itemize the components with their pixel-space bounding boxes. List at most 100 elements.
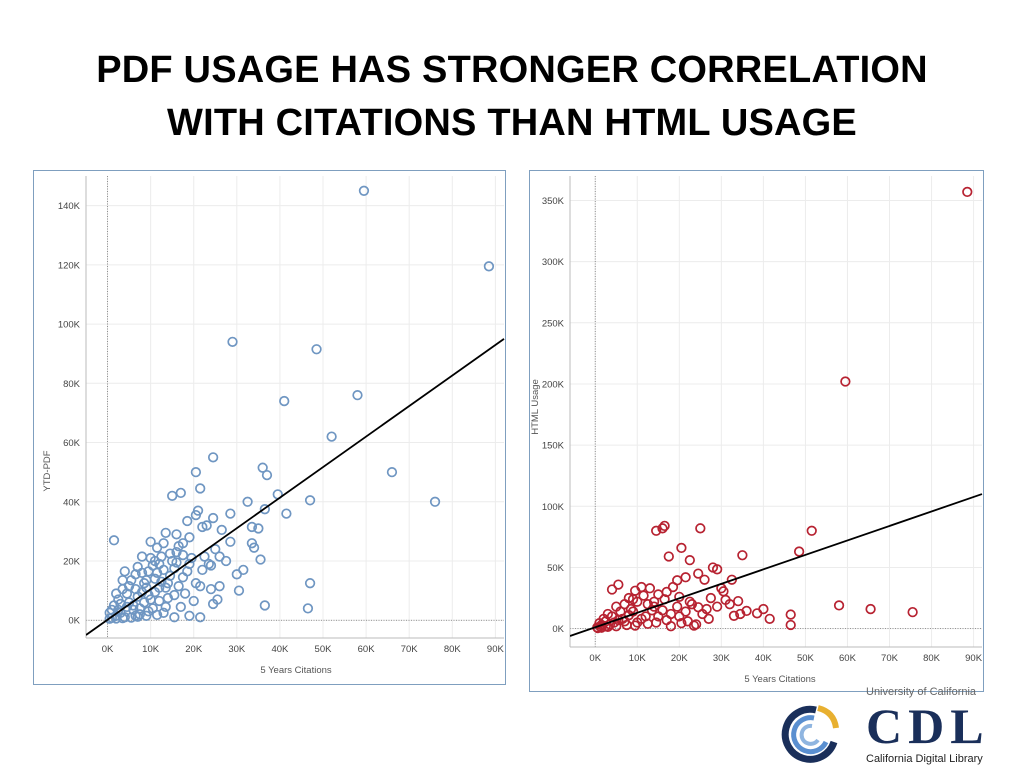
scatter-point <box>134 603 146 614</box>
x-tick-label: 70K <box>401 644 419 655</box>
scatter-point <box>386 467 398 478</box>
scatter-point <box>261 469 273 481</box>
scatter-point <box>162 578 174 589</box>
scatter-point <box>175 487 186 499</box>
scatter-point <box>231 569 242 580</box>
scatter-point <box>257 462 268 473</box>
scatter-point <box>255 554 266 565</box>
scatter-point <box>735 608 746 620</box>
logo-university-text: University of California <box>866 686 977 698</box>
pdf-scatter-chart: 0K 10K 20K 30K 40K 50K 60K 70K 80K 90K 0K 20K 40K 60K… <box>42 176 505 676</box>
scatter-point <box>104 607 115 618</box>
y-tick-label: 80K <box>63 379 81 390</box>
y-tick-label: 40K <box>63 497 81 508</box>
scatter-point <box>171 557 182 568</box>
scatter-point <box>210 544 221 555</box>
x-tick-label: 90K <box>487 644 505 655</box>
scatter-point <box>253 523 264 534</box>
trend-line <box>86 338 505 636</box>
scatter-point <box>160 601 171 613</box>
scatter-point <box>227 336 238 347</box>
scatter-point <box>657 523 668 534</box>
scatter-point <box>195 612 206 623</box>
scatter-point <box>205 560 217 571</box>
scatter-point <box>177 538 189 549</box>
scatter-point <box>693 568 704 579</box>
scatter-point <box>205 583 217 595</box>
html-scatter-chart: 0K 10K 20K 30K 40K 50K 60K 70K 80K 90K 0K 50K 100K 15… <box>530 176 983 685</box>
scatter-point <box>680 572 691 583</box>
scatter-point <box>705 592 716 604</box>
scatter-point <box>302 603 314 614</box>
y-axis-title: YTD-PDF <box>42 450 53 491</box>
slide-title-line2: WITH CITATIONS THAN HTML USAGE <box>167 102 857 144</box>
scatter-point <box>676 617 687 629</box>
scatter-point <box>117 575 128 586</box>
scatter-point <box>175 601 186 613</box>
scatter-point <box>143 566 154 577</box>
scatter-point <box>126 612 137 623</box>
x-axis-title: 5 Years Citations <box>260 665 332 676</box>
scatter-point <box>358 185 370 196</box>
x-tick-label: 40K <box>755 653 773 664</box>
scatter-point <box>195 483 206 494</box>
scatter-point <box>259 600 270 611</box>
scatter-point <box>962 186 973 198</box>
scatter-point <box>663 551 674 562</box>
scatter-point <box>304 495 316 506</box>
scatter-point <box>197 564 208 576</box>
scatter-point <box>665 621 677 632</box>
scatter-point <box>158 607 169 618</box>
scatter-point <box>785 609 796 620</box>
scatter-point <box>665 608 677 620</box>
slide-title-line1: PDF USAGE HAS STRONGER CORRELATION <box>96 49 928 91</box>
scatter-point <box>207 512 219 524</box>
scatter-point <box>726 574 738 585</box>
scatter-point <box>737 550 748 561</box>
scatter-point <box>136 567 148 578</box>
scatter-point <box>246 521 258 533</box>
scatter-point <box>145 594 156 605</box>
cdl-logo: University of California CDL California … <box>776 686 1016 768</box>
scatter-point <box>242 496 253 507</box>
x-axis-title: 5 Years Citations <box>744 674 816 685</box>
y-tick-label: 0K <box>552 624 564 635</box>
scatter-point <box>304 578 316 589</box>
scatter-point <box>667 581 679 593</box>
y-tick-label: 20K <box>63 557 81 568</box>
x-tick-label: 0K <box>589 653 601 664</box>
scatter-point <box>197 521 208 533</box>
scatter-point <box>248 542 260 553</box>
x-tick-label: 80K <box>444 644 462 655</box>
logo-library-text: California Digital Library <box>866 753 983 765</box>
scatter-point <box>182 515 193 527</box>
scatter-point <box>699 574 710 585</box>
scatter-point <box>657 605 668 616</box>
scatter-point <box>177 572 189 583</box>
y-tick-label: 350K <box>542 196 565 207</box>
scatter-point <box>840 376 851 387</box>
scatter-point <box>648 596 660 607</box>
scatter-point <box>651 525 662 536</box>
scatter-point <box>644 583 656 594</box>
scatter-point <box>188 595 199 607</box>
scatter-point <box>833 600 845 611</box>
scatter-point <box>806 525 817 536</box>
scatter-point <box>184 532 195 543</box>
scatter-point <box>680 606 691 617</box>
y-tick-label: 100K <box>58 320 81 331</box>
x-tick-label: 60K <box>839 653 857 664</box>
scatter-point <box>352 390 363 401</box>
y-axis-title: HTML Usage <box>530 379 541 435</box>
scatter-point <box>169 589 180 601</box>
x-tick-label: 30K <box>713 653 731 664</box>
scatter-point <box>483 261 495 272</box>
y-tick-label: 100K <box>542 502 565 513</box>
scatter-point <box>711 601 723 612</box>
scatter-point <box>190 509 202 521</box>
scatter-point <box>703 613 714 625</box>
scatter-point <box>149 555 161 567</box>
scatter-point <box>279 395 290 407</box>
scatter-point <box>684 554 695 566</box>
scatter-point <box>659 520 670 532</box>
